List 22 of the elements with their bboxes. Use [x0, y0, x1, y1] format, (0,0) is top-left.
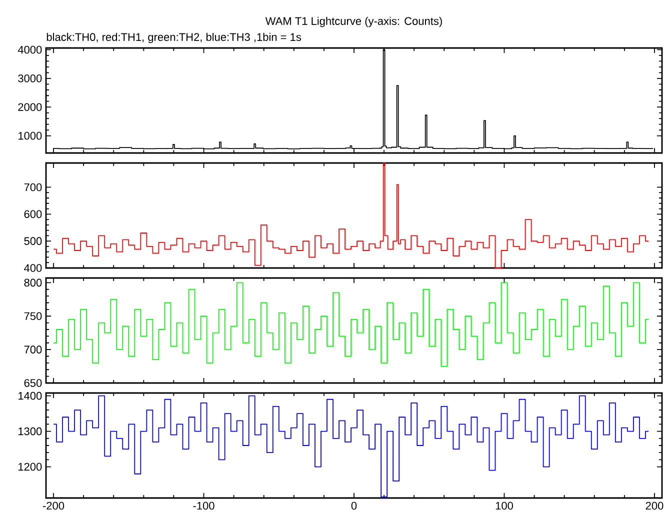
y-tick-label: 700 — [24, 346, 42, 354]
y-tick-label: 750 — [24, 312, 42, 320]
x-tick-label: 100 — [496, 502, 513, 510]
y-tick-label: 1400 — [18, 392, 42, 400]
y-tick-label: 4000 — [18, 46, 42, 54]
x-tick-label: 0 — [351, 502, 357, 510]
y-tick-label: 2000 — [18, 103, 42, 111]
x-tick-label: -100 — [193, 502, 214, 510]
y-tick-label: 600 — [24, 210, 42, 218]
chart-subtitle: black:TH0, red:TH1, green:TH2, blue:TH3 ,1bin = 1s — [46, 32, 302, 44]
y-tick-label: 1000 — [18, 132, 42, 140]
y-tick-label: 3000 — [18, 74, 42, 82]
y-tick-label: 1200 — [18, 462, 42, 471]
y-tick-label: 650 — [24, 379, 42, 387]
y-tick-label: 400 — [24, 264, 42, 272]
chart-title: WAM T1 Lightcurve (y-axis: Counts) — [265, 16, 442, 28]
y-tick-label: 500 — [24, 237, 42, 245]
x-tick-label: 200 — [646, 502, 664, 510]
x-tick-label: -200 — [42, 502, 64, 510]
y-tick-label: 800 — [24, 278, 42, 287]
y-tick-label: 1300 — [18, 427, 42, 436]
y-tick-label: 700 — [24, 183, 42, 192]
